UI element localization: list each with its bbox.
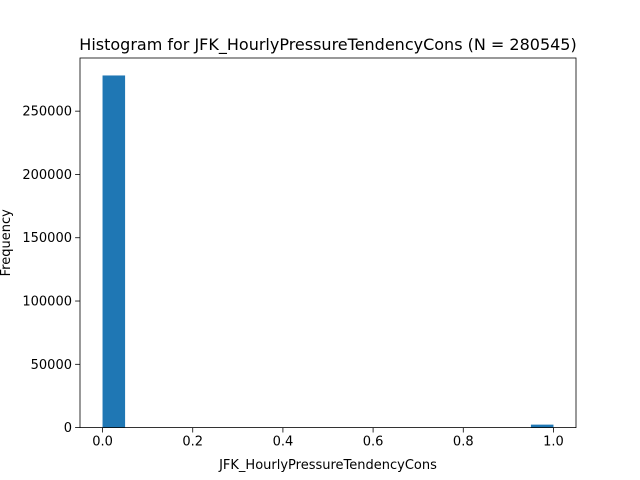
y-tick-label: 0: [64, 421, 72, 436]
y-tick-label: 150000: [22, 231, 72, 246]
x-tick-label: 0.6: [363, 435, 384, 450]
y-tick-label: 50000: [31, 358, 72, 373]
y-axis-label: Frequency: [0, 209, 14, 276]
histogram-bar: [102, 75, 126, 428]
y-tick-label: 200000: [22, 168, 72, 183]
plot-frame: [79, 57, 577, 429]
y-axis-ticks: 0 50000 100000 150000 200000 250000: [22, 105, 80, 436]
bars-group: [102, 75, 554, 428]
x-tick-label: 1.0: [543, 435, 564, 450]
x-axis-ticks: 0.0 0.2 0.4 0.6 0.8 1.0: [92, 427, 564, 450]
x-tick-label: 0.2: [182, 435, 203, 450]
y-tick-label: 250000: [22, 105, 72, 120]
y-tick-label: 100000: [22, 295, 72, 310]
x-tick-label: 0.8: [453, 435, 474, 450]
x-tick-label: 0.0: [92, 435, 113, 450]
x-tick-label: 0.4: [273, 435, 294, 450]
chart-title: Histogram for JFK_HourlyPressureTendency…: [79, 35, 576, 55]
x-axis-label: JFK_HourlyPressureTendencyCons: [218, 458, 437, 473]
histogram-bar: [530, 424, 554, 428]
